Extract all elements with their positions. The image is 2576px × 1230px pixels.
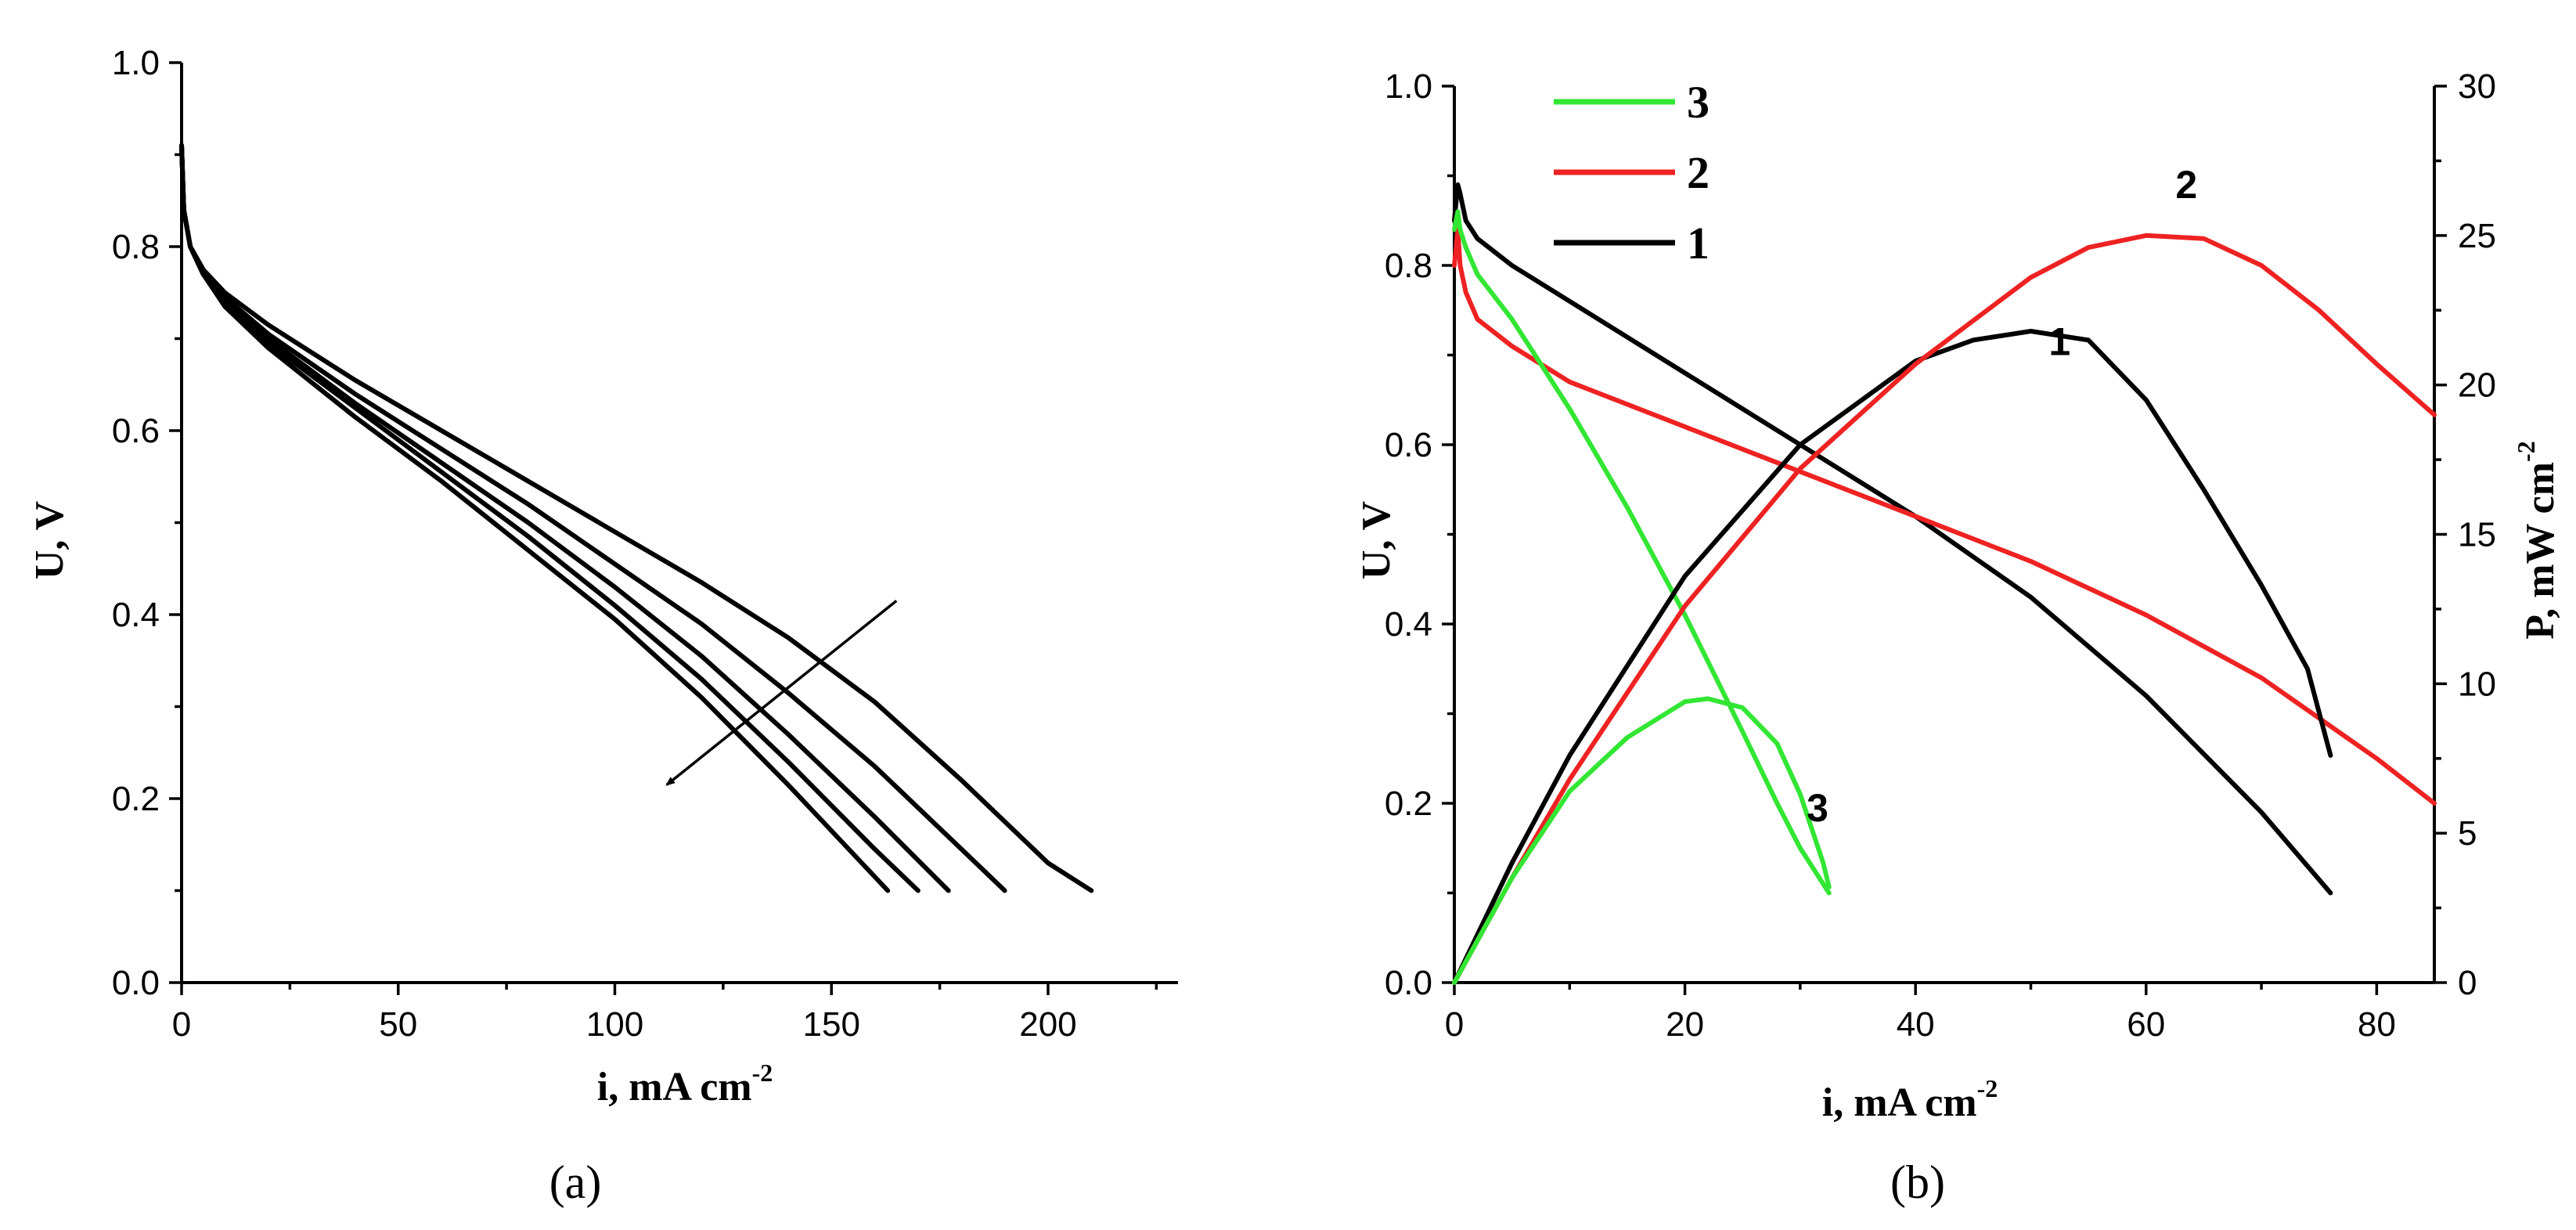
series-curve-3	[179, 142, 951, 893]
series-voltage-1	[1452, 182, 2333, 896]
x-tick-label: 80	[2358, 1005, 2396, 1044]
x-tick-label: 20	[1666, 1005, 1704, 1044]
legend-label-3: 3	[1687, 77, 1710, 128]
y-tick-label: 0.4	[112, 596, 160, 634]
panel-b-caption: (b)	[1890, 1156, 1945, 1208]
panel-b-x-axis-title: i, mA cm-2	[1822, 1074, 1998, 1125]
y2-tick-label: 25	[2458, 217, 2496, 255]
panel-b-chart: 0 20 40 60 80 0.0 0.2 0.4 0.6 0.8 1.0 0 5 10 15 20 25 30 3…	[1354, 67, 2563, 1208]
x-tick-label: 100	[586, 1005, 643, 1044]
y-tick-label: 0.8	[112, 228, 160, 266]
series-curve-5	[179, 142, 891, 893]
legend-label-1: 1	[1687, 218, 1710, 269]
y-tick-label: 0.6	[1385, 426, 1432, 464]
curve-label-2: 2	[2175, 163, 2197, 207]
y-tick-label: 0.6	[112, 412, 160, 450]
y-tick-label: 0.0	[1385, 964, 1432, 1002]
trend-arrow	[665, 600, 898, 786]
x-tick-label: 60	[2127, 1005, 2165, 1044]
y2-tick-label: 0	[2458, 964, 2477, 1002]
panel-b-y2-axis-title: P, mW cm-2	[2512, 441, 2563, 639]
y-tick-label: 0.0	[112, 964, 160, 1002]
panel-b-y-axis-title: U, V	[1354, 501, 1399, 579]
x-tick-label: 150	[803, 1005, 860, 1044]
x-tick-label: 0	[172, 1005, 191, 1044]
panel-a-chart: 0 50 100 150 200 0.0 0.2 0.4 0.6 0.8 1.0 U, V i, m…	[27, 44, 1178, 1208]
panel-a-caption: (a)	[549, 1156, 602, 1208]
y-tick-label: 0.2	[112, 780, 160, 818]
x-tick-label: 0	[1445, 1005, 1464, 1044]
y2-tick-label: 30	[2458, 67, 2496, 106]
series-voltage-3	[1452, 209, 1832, 896]
y-tick-label: 0.8	[1385, 247, 1432, 285]
series-power-3	[1452, 696, 1832, 985]
y2-tick-label: 10	[2458, 665, 2496, 703]
curve-label-3: 3	[1807, 786, 1828, 830]
y-tick-label: 0.4	[1385, 605, 1432, 644]
legend-label-2: 2	[1687, 147, 1710, 198]
x-tick-label: 40	[1897, 1005, 1935, 1044]
panel-b-plot-area: 0 20 40 60 80 0.0 0.2 0.4 0.6 0.8 1.0 0 5 10 15 20 25 30 3…	[1385, 67, 2496, 1044]
y2-tick-label: 20	[2458, 366, 2496, 405]
series-curve-1	[179, 142, 1094, 893]
series-power-2	[1452, 233, 2437, 985]
y2-tick-label: 5	[2458, 814, 2477, 853]
x-tick-label: 200	[1019, 1005, 1076, 1044]
y-tick-label: 1.0	[1385, 67, 1432, 106]
series-power-1	[1452, 329, 2333, 985]
panel-a-plot-area: 0 50 100 150 200 0.0 0.2 0.4 0.6 0.8 1.0	[112, 44, 1178, 1044]
x-tick-label: 50	[379, 1005, 417, 1044]
y2-tick-label: 15	[2458, 516, 2496, 554]
panel-a-y-axis-title: U, V	[27, 501, 72, 579]
y-tick-label: 1.0	[112, 44, 160, 82]
panel-b-legend: 3 2 1	[1554, 77, 1710, 269]
panel-a-x-axis-title: i, mA cm-2	[597, 1059, 773, 1109]
curve-label-1: 1	[2048, 320, 2070, 364]
y-tick-label: 0.2	[1385, 785, 1432, 823]
series-voltage-2	[1452, 227, 2437, 806]
